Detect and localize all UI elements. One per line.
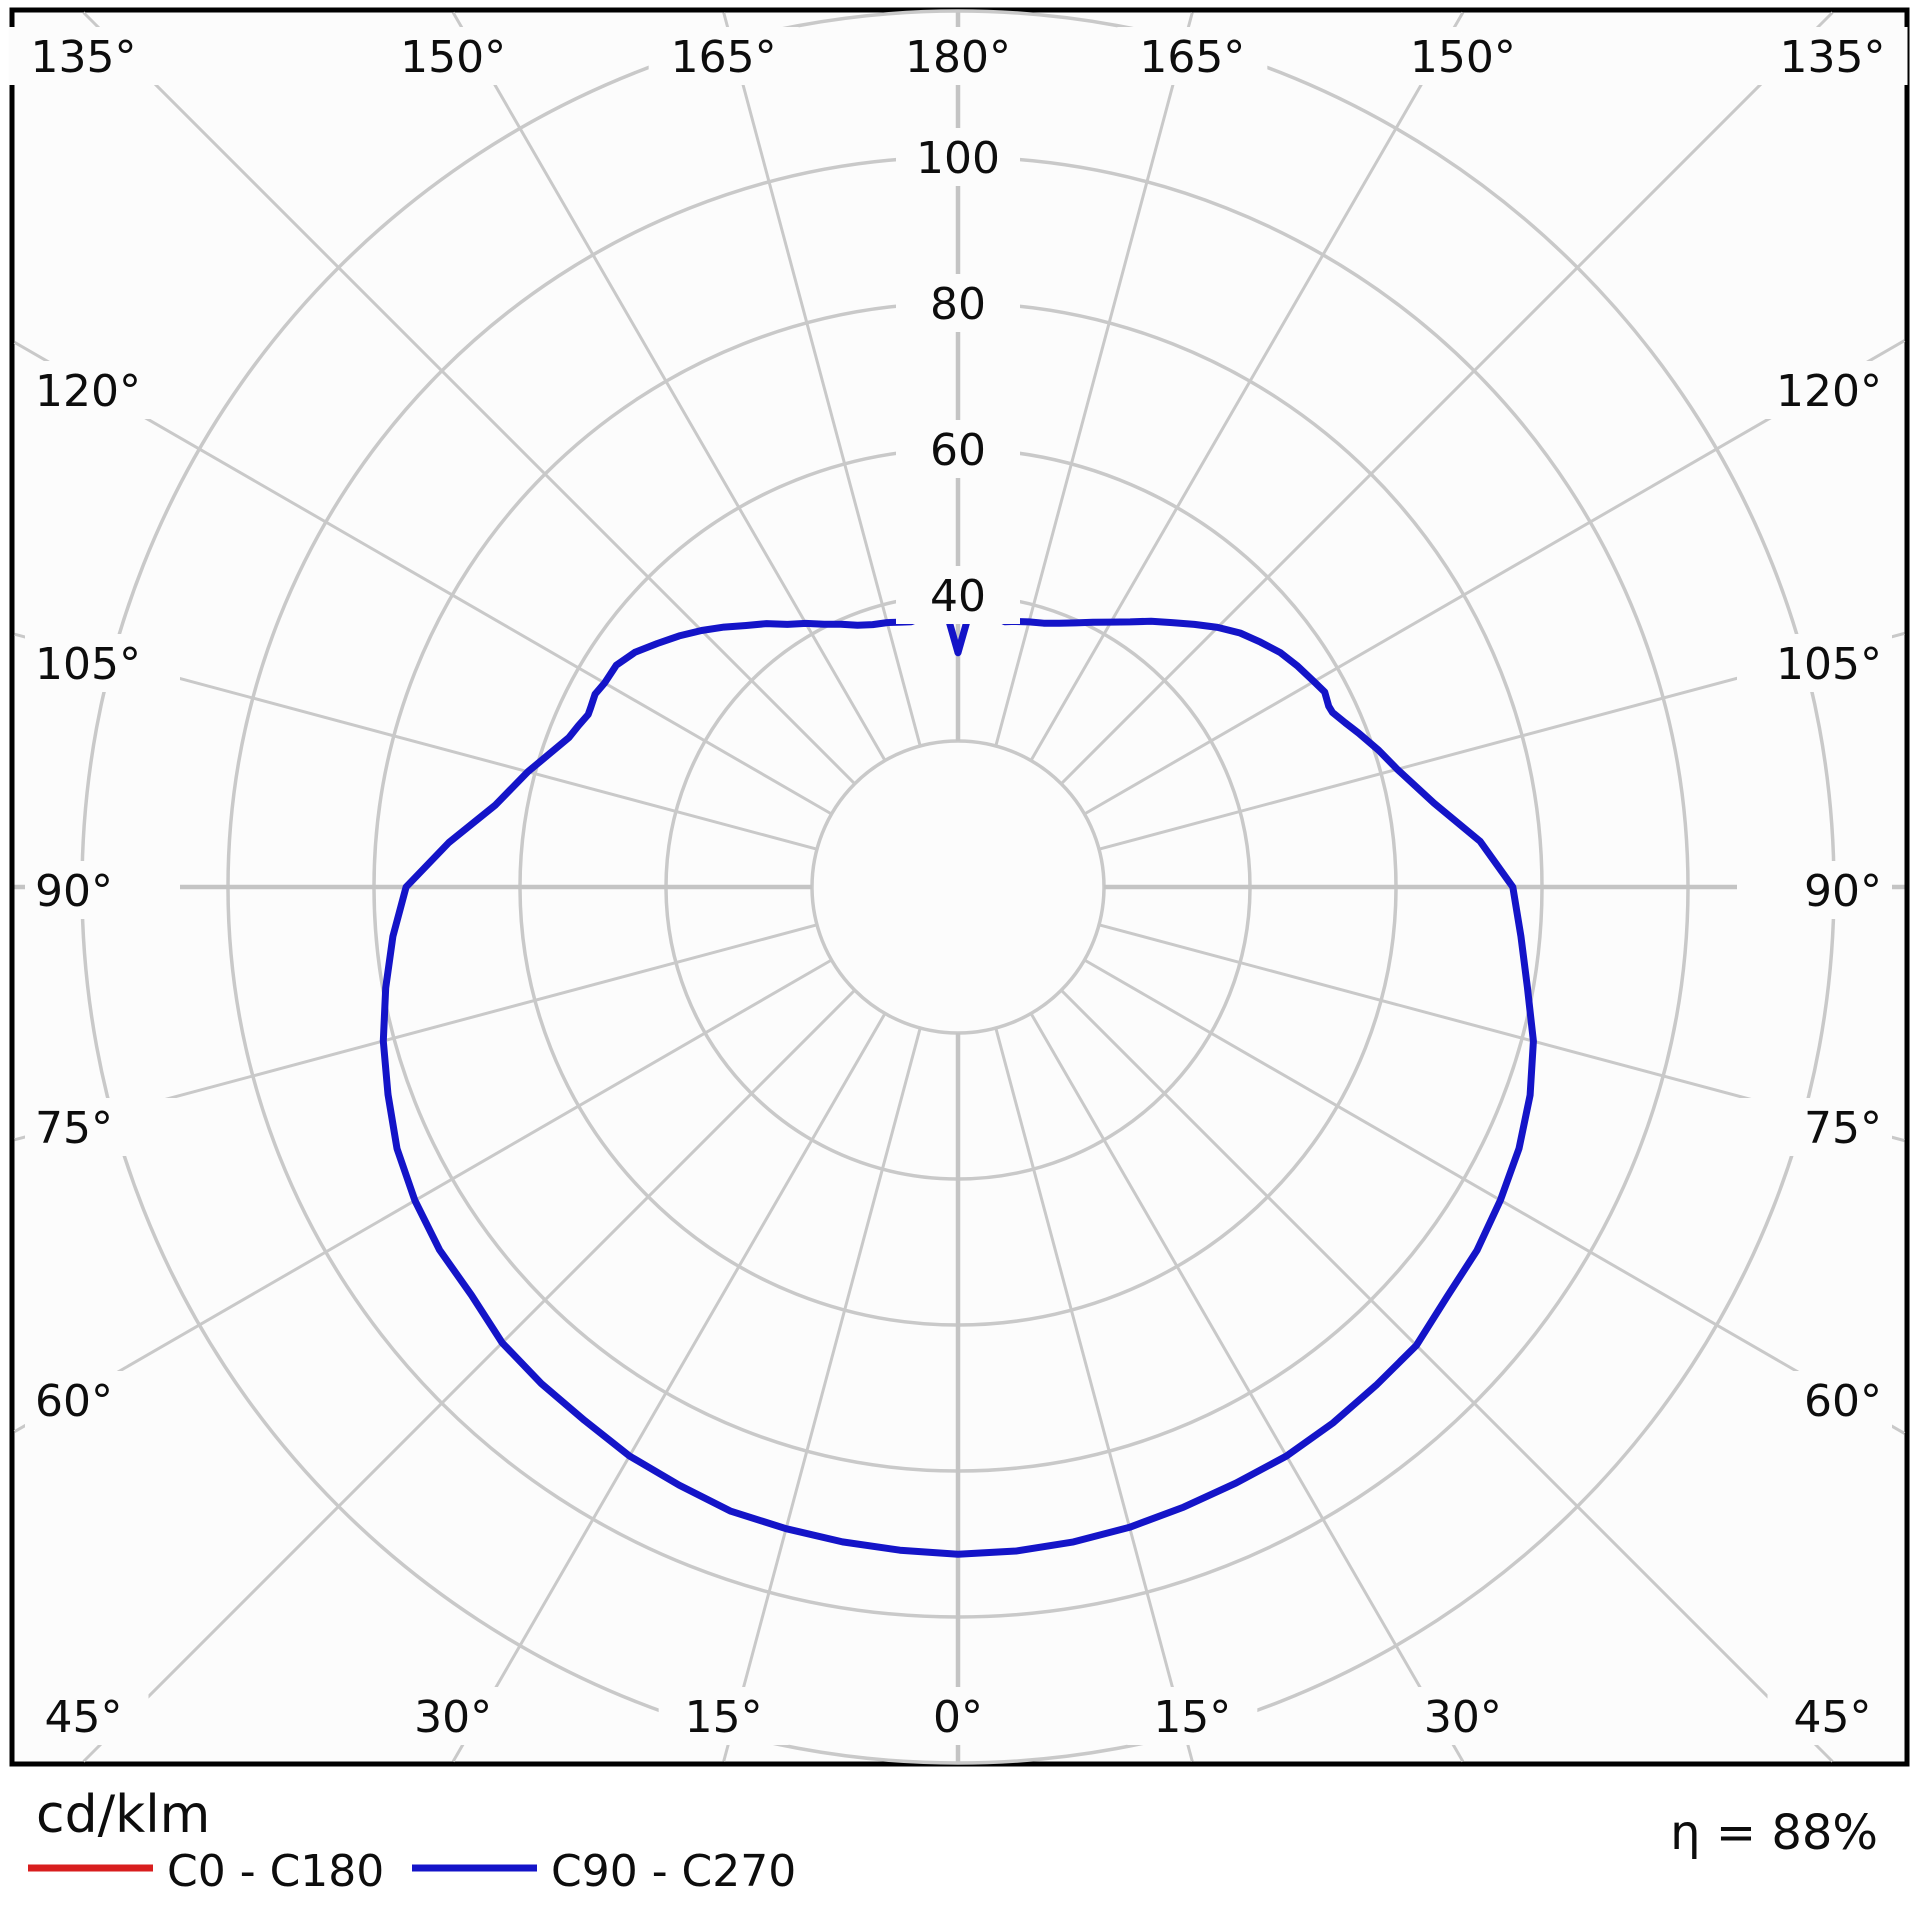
- angle-label-bottom-1-halo: [388, 1687, 519, 1745]
- grid-ray-345: [722, 1027, 922, 1762]
- legend: C0 - C180 C90 - C270: [28, 1846, 796, 1897]
- grid-ray-120: [1083, 339, 1906, 816]
- angle-label-right-120-halo: [1737, 361, 1892, 419]
- grid-ray-45: [1060, 989, 1834, 1763]
- angle-label-left-120-halo: [25, 361, 180, 419]
- radial-label-100-halo: [896, 128, 1020, 186]
- angle-label-right-90-halo: [1737, 861, 1892, 919]
- angle-label-right-90: 90°: [1804, 866, 1882, 917]
- angle-label-bottom-0-halo: [18, 1687, 149, 1745]
- angle-label-top-6-halo: [1757, 27, 1908, 85]
- grid-ray-135: [1060, 11, 1834, 785]
- angle-label-left-105: 105°: [35, 639, 141, 690]
- unit-label: cd/klm: [36, 1785, 210, 1845]
- angle-label-right-75-halo: [1737, 1098, 1892, 1156]
- angle-label-left-105-halo: [25, 634, 180, 692]
- angle-label-top-4: 165°: [1139, 32, 1245, 83]
- grid-ray-15: [994, 1027, 1194, 1762]
- legend-label-c90-c270: C90 - C270: [551, 1846, 796, 1897]
- radial-label-60: 60: [930, 425, 986, 476]
- angle-label-right-75: 75°: [1804, 1103, 1882, 1154]
- angle-label-left-75-halo: [25, 1098, 180, 1156]
- grid-ray-240: [13, 340, 833, 816]
- angle-label-bottom-6: 45°: [1794, 1692, 1872, 1743]
- radial-label-40-halo: [896, 566, 1020, 624]
- grid-ray-225: [82, 11, 856, 785]
- angle-label-left-60: 60°: [35, 1376, 113, 1427]
- angle-label-top-3: 180°: [905, 32, 1011, 83]
- angle-label-left-90-halo: [25, 861, 180, 919]
- angle-label-left-120: 120°: [35, 366, 141, 417]
- angle-label-bottom-6-halo: [1767, 1687, 1898, 1745]
- angle-label-bottom-0: 45°: [45, 1692, 123, 1743]
- angle-label-bottom-2: 15°: [685, 1692, 763, 1743]
- grid-ray-30: [1029, 1012, 1465, 1763]
- angle-label-bottom-4: 15°: [1153, 1692, 1231, 1743]
- angle-label-right-60-halo: [1737, 1371, 1892, 1429]
- grid-ray-330: [451, 1012, 887, 1763]
- angle-label-bottom-3: 0°: [933, 1692, 983, 1743]
- angle-label-top-2: 165°: [671, 32, 777, 83]
- angle-label-top-2-halo: [648, 27, 799, 85]
- axis-labels-layer: 40 60 80 100 135° 45° 150° 30° 165° 15° 180° 0° 165°…: [8, 27, 1908, 1745]
- radial-label-80: 80: [930, 279, 986, 330]
- angle-label-bottom-2-halo: [658, 1687, 789, 1745]
- radial-label-40: 40: [930, 571, 986, 622]
- angle-label-right-60: 60°: [1804, 1376, 1882, 1427]
- grid-ray-210: [451, 11, 887, 762]
- grid-ray-150: [1029, 11, 1465, 762]
- light-output-ratio-label: η = 88%: [1670, 1805, 1878, 1861]
- angle-label-top-4-halo: [1117, 27, 1268, 85]
- angle-label-top-6: 135°: [1780, 32, 1886, 83]
- angle-label-right-105-halo: [1737, 634, 1892, 692]
- angle-label-left-90: 90°: [35, 866, 113, 917]
- angle-label-top-3-halo: [883, 27, 1033, 85]
- angle-label-bottom-3-halo: [893, 1687, 1023, 1745]
- radial-label-60-halo: [896, 420, 1020, 478]
- angle-label-top-0: 135°: [31, 32, 137, 83]
- legend-label-c0-c180: C0 - C180: [167, 1846, 384, 1897]
- angle-label-top-0-halo: [8, 27, 159, 85]
- angle-label-bottom-5-halo: [1397, 1687, 1528, 1745]
- grid-ray-60: [1083, 958, 1906, 1435]
- grid-ray-315: [82, 989, 856, 1763]
- angle-label-top-1-halo: [378, 27, 529, 85]
- angle-label-bottom-5: 30°: [1424, 1692, 1502, 1743]
- angle-label-top-1: 150°: [400, 32, 506, 83]
- angle-label-bottom-4-halo: [1127, 1687, 1258, 1745]
- radial-label-100: 100: [916, 133, 1000, 184]
- angle-label-bottom-1: 30°: [414, 1692, 492, 1743]
- angle-label-left-75: 75°: [35, 1103, 113, 1154]
- radial-label-80-halo: [896, 274, 1020, 332]
- angle-label-top-5-halo: [1387, 27, 1538, 85]
- intensity-curve-c90-c270: [379, 613, 1537, 1558]
- angle-label-left-60-halo: [25, 1371, 180, 1429]
- angle-label-top-5: 150°: [1410, 32, 1516, 83]
- grid-ray-300: [13, 958, 833, 1434]
- curve-layer: [379, 613, 1537, 1558]
- angle-label-right-120: 120°: [1776, 366, 1882, 417]
- angle-label-right-105: 105°: [1776, 639, 1882, 690]
